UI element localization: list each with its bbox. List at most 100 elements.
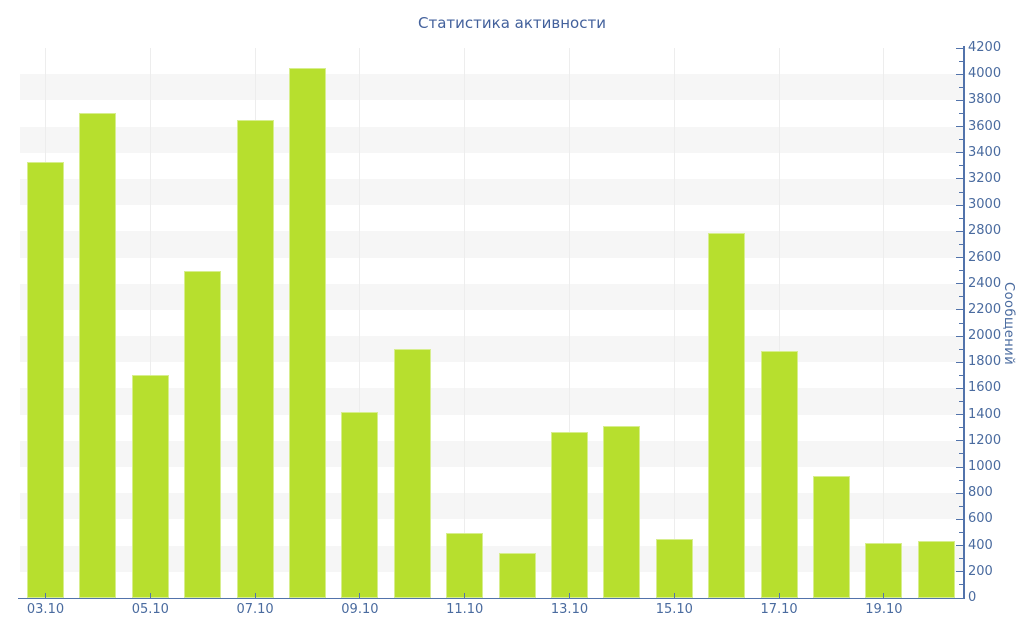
y-minor-tick	[959, 453, 963, 455]
y-tick-label: 3400	[968, 144, 1002, 160]
y-minor-tick	[959, 427, 963, 429]
y-major-tick	[956, 466, 963, 468]
x-tick	[883, 593, 885, 598]
y-tick-label: 400	[968, 537, 993, 553]
y-tick-label: 0	[968, 590, 977, 605]
bar	[655, 539, 693, 598]
bar	[551, 431, 588, 598]
x-tick-label: 13.10	[550, 602, 589, 617]
row-band	[20, 440, 963, 468]
x-tick-label: 09.10	[341, 602, 379, 617]
bar	[498, 552, 536, 598]
bar	[184, 270, 222, 598]
bar	[917, 541, 955, 598]
vertical-gridline	[883, 48, 885, 598]
bar	[341, 412, 379, 598]
y-major-tick	[956, 230, 963, 232]
y-major-tick	[956, 571, 963, 573]
x-tick	[359, 593, 361, 598]
y-minor-tick	[959, 60, 963, 62]
y-tick-label: 3200	[968, 170, 1002, 186]
y-major-tick	[956, 335, 963, 337]
y-major-tick	[956, 178, 963, 180]
y-minor-tick	[959, 296, 963, 298]
y-tick-label: 2200	[968, 301, 1002, 317]
y-tick-label: 1000	[968, 459, 1002, 475]
row-band	[20, 178, 963, 206]
row-band	[20, 231, 963, 258]
y-minor-tick	[959, 191, 963, 193]
y-tick-label: 1800	[968, 354, 1002, 370]
y-axis-line	[963, 46, 965, 599]
x-tick	[45, 593, 46, 598]
y-major-tick	[956, 440, 963, 442]
y-major-tick	[956, 204, 963, 206]
y-major-tick	[956, 492, 963, 494]
y-tick-label: 200	[968, 563, 993, 579]
y-major-tick	[956, 414, 963, 416]
y-major-tick	[956, 152, 963, 154]
y-tick-label: 3000	[968, 197, 1002, 213]
y-minor-tick	[959, 348, 963, 350]
bar	[708, 232, 746, 598]
x-tick	[673, 593, 675, 598]
y-major-tick	[956, 126, 963, 128]
y-minor-tick	[959, 243, 963, 245]
y-major-tick	[956, 99, 963, 101]
x-tick-label: 05.10	[131, 602, 169, 617]
y-tick-label: 4200	[968, 40, 1002, 55]
bar	[289, 67, 326, 598]
y-major-tick	[956, 387, 963, 389]
bar	[865, 543, 903, 598]
y-axis-title: Сообщений	[1001, 282, 1016, 366]
y-major-tick	[956, 283, 963, 285]
y-minor-tick	[959, 505, 963, 507]
y-tick-label: 2600	[968, 249, 1002, 265]
y-minor-tick	[959, 479, 963, 481]
bar	[131, 375, 169, 598]
y-major-tick	[956, 73, 963, 75]
row-band	[20, 545, 963, 572]
y-minor-tick	[959, 532, 963, 534]
y-tick-label: 600	[968, 511, 993, 527]
y-tick-label: 3800	[968, 92, 1002, 108]
row-band	[20, 126, 963, 153]
y-tick-label: 2000	[968, 328, 1002, 344]
vertical-gridline	[569, 48, 570, 598]
y-minor-tick	[959, 86, 963, 88]
row-band	[20, 388, 963, 415]
row-band	[20, 74, 963, 101]
bar	[446, 532, 484, 598]
y-tick-label: 1200	[968, 432, 1002, 448]
x-tick-label: 07.10	[236, 602, 274, 617]
vertical-gridline	[464, 48, 466, 598]
y-minor-tick	[959, 270, 963, 272]
x-tick-label: 17.10	[760, 602, 798, 617]
y-major-tick	[956, 545, 963, 547]
y-major-tick	[956, 47, 963, 49]
y-minor-tick	[959, 322, 963, 324]
vertical-gridline	[778, 48, 780, 598]
y-major-tick	[956, 309, 963, 311]
bar	[79, 113, 117, 598]
y-major-tick	[956, 361, 963, 363]
bar	[236, 120, 274, 598]
y-minor-tick	[959, 558, 963, 560]
y-tick-label: 2400	[968, 275, 1002, 291]
y-major-tick	[956, 518, 963, 520]
row-band	[20, 336, 963, 363]
x-axis-line	[18, 597, 964, 599]
x-tick	[778, 593, 780, 598]
y-tick-label: 800	[968, 485, 993, 501]
y-minor-tick	[959, 165, 963, 167]
y-tick-label: 3600	[968, 118, 1002, 134]
bar	[760, 350, 798, 598]
x-tick-label: 03.10	[26, 602, 65, 617]
y-minor-tick	[959, 374, 963, 376]
bar	[603, 426, 641, 598]
bar	[27, 161, 64, 598]
x-tick	[569, 593, 570, 598]
y-minor-tick	[959, 112, 963, 114]
x-tick	[254, 593, 256, 598]
